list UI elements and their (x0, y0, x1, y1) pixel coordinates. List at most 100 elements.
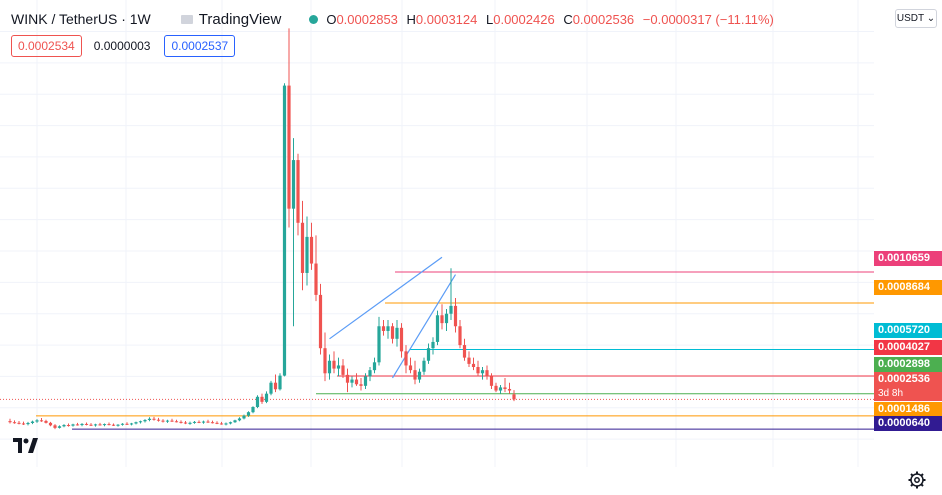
candle-body (462, 345, 467, 358)
candle-body (111, 424, 116, 426)
candle (381, 319, 386, 336)
candle (138, 420, 143, 424)
candle (494, 382, 498, 393)
candle (8, 418, 12, 424)
price-tag: 0.0000640 (874, 416, 942, 431)
candle-body (314, 263, 318, 295)
market-status-icon (309, 14, 319, 24)
candle-body (246, 412, 251, 416)
sell-button[interactable]: 0.0002534 (11, 35, 82, 57)
candle (80, 423, 84, 427)
candle (417, 368, 422, 383)
candle-body (12, 422, 17, 424)
candle-body (48, 422, 53, 426)
candle-body (152, 418, 156, 420)
candle-body (440, 315, 444, 324)
candle-body (26, 422, 30, 425)
candle-body (273, 382, 278, 390)
candle (179, 420, 183, 424)
candle (44, 419, 48, 424)
candle (269, 380, 273, 396)
candle-body (156, 419, 161, 421)
candle (161, 419, 165, 423)
candle (111, 423, 116, 426)
candle (386, 319, 390, 339)
candle-body (147, 418, 152, 421)
bar-countdown-tag: 3d 8h (874, 386, 942, 401)
candle-body (219, 423, 224, 425)
candle (152, 416, 156, 421)
trendline (329, 256, 443, 340)
price-chart[interactable]: 0.00000000.00020000.00040000.00060000.00… (0, 0, 874, 467)
candle (408, 357, 413, 374)
candle-body (345, 374, 350, 383)
candle (93, 423, 98, 427)
candle (17, 420, 21, 425)
candle-body (98, 424, 102, 426)
candle (476, 360, 480, 377)
candle (219, 421, 224, 425)
candle (323, 332, 327, 382)
candle (341, 359, 345, 378)
candle (21, 421, 26, 426)
candle (440, 304, 444, 330)
candle (449, 268, 453, 320)
candle-body (503, 387, 507, 389)
candle-body (170, 420, 174, 422)
candle-body (476, 367, 480, 374)
candle-body (179, 421, 183, 423)
candle (363, 373, 368, 389)
price-tag: 0.0002536 (874, 372, 942, 387)
close-value: 0.0002536 (572, 11, 635, 27)
candle-body (305, 236, 309, 273)
candle-body (422, 360, 426, 372)
candle-body (264, 393, 269, 402)
candle-body (165, 420, 170, 422)
candle-body (489, 376, 494, 386)
candle-body (84, 423, 89, 425)
candle (264, 391, 269, 404)
gear-icon[interactable] (907, 470, 927, 490)
candle-body (291, 160, 296, 209)
candle (332, 351, 336, 374)
candle (498, 385, 503, 394)
candle (84, 422, 89, 426)
currency-selector[interactable]: USDT ⌄ (895, 9, 937, 28)
candle-body (251, 407, 255, 413)
candle (390, 323, 395, 344)
candle-body (377, 326, 381, 363)
candle (75, 422, 80, 426)
candle-body (498, 387, 503, 391)
candle-body (201, 421, 206, 423)
candle (143, 419, 147, 423)
buy-button[interactable]: 0.0002537 (164, 35, 236, 57)
candle (426, 343, 431, 364)
candle (12, 420, 17, 424)
price-tag: 0.0005720 (874, 323, 942, 338)
candle-body (215, 422, 219, 424)
candle-body (386, 326, 390, 331)
price-levels (0, 271, 874, 430)
candle-body (480, 370, 485, 374)
candle-body (507, 388, 512, 391)
candle-body (444, 313, 449, 324)
candle (89, 423, 93, 426)
candle-body (269, 382, 273, 394)
candle-body (39, 420, 44, 422)
candle (255, 395, 260, 409)
candle-body (395, 327, 399, 339)
candle (422, 357, 426, 375)
candle (206, 419, 210, 423)
candle-body (372, 362, 377, 371)
tradingview-logo-icon[interactable] (12, 434, 38, 456)
candle-body (138, 421, 143, 423)
candle-body (89, 424, 93, 426)
candle-body (350, 379, 354, 383)
candle-body (35, 420, 39, 422)
candle (467, 351, 471, 368)
candle (251, 406, 255, 414)
candle-body (471, 363, 476, 368)
symbol-title[interactable]: WINK / TetherUS · 1W (11, 11, 151, 27)
candle-body (129, 423, 134, 425)
candle (309, 222, 314, 270)
